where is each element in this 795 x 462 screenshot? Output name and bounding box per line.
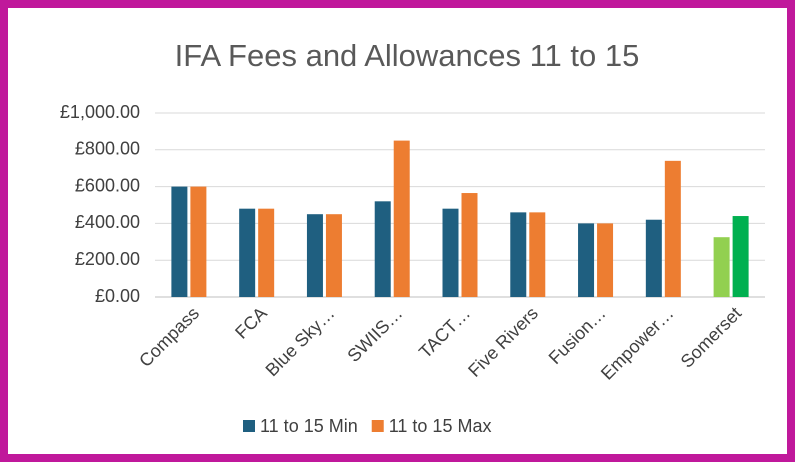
legend-swatch [243,420,255,432]
bar [578,223,595,297]
y-tick-label: £600.00 [75,175,140,195]
bar [510,212,527,297]
bar [442,208,459,297]
y-tick-label: £0.00 [95,286,140,306]
legend-swatch [371,420,384,432]
bar [325,214,342,297]
bar [461,193,478,297]
y-tick-label: £400.00 [75,212,140,232]
bar [597,223,614,297]
legend-label: 11 to 15 Max [389,416,492,436]
y-tick-label: £200.00 [75,249,140,269]
legend-label: 11 to 15 Min [260,416,358,436]
bar [306,214,323,297]
bar [258,208,275,297]
bar [393,140,410,297]
bar [645,219,662,297]
bar [239,208,256,297]
bar [374,201,391,297]
chart-title: IFA Fees and Allowances 11 to 15 [175,38,640,73]
bar [713,237,730,297]
bar [190,186,207,297]
bar [529,212,546,297]
bar [664,160,681,297]
y-tick-label: £800.00 [75,139,140,159]
bar [171,186,188,297]
y-tick-label: £1,000.00 [60,102,140,122]
bar [732,216,749,297]
